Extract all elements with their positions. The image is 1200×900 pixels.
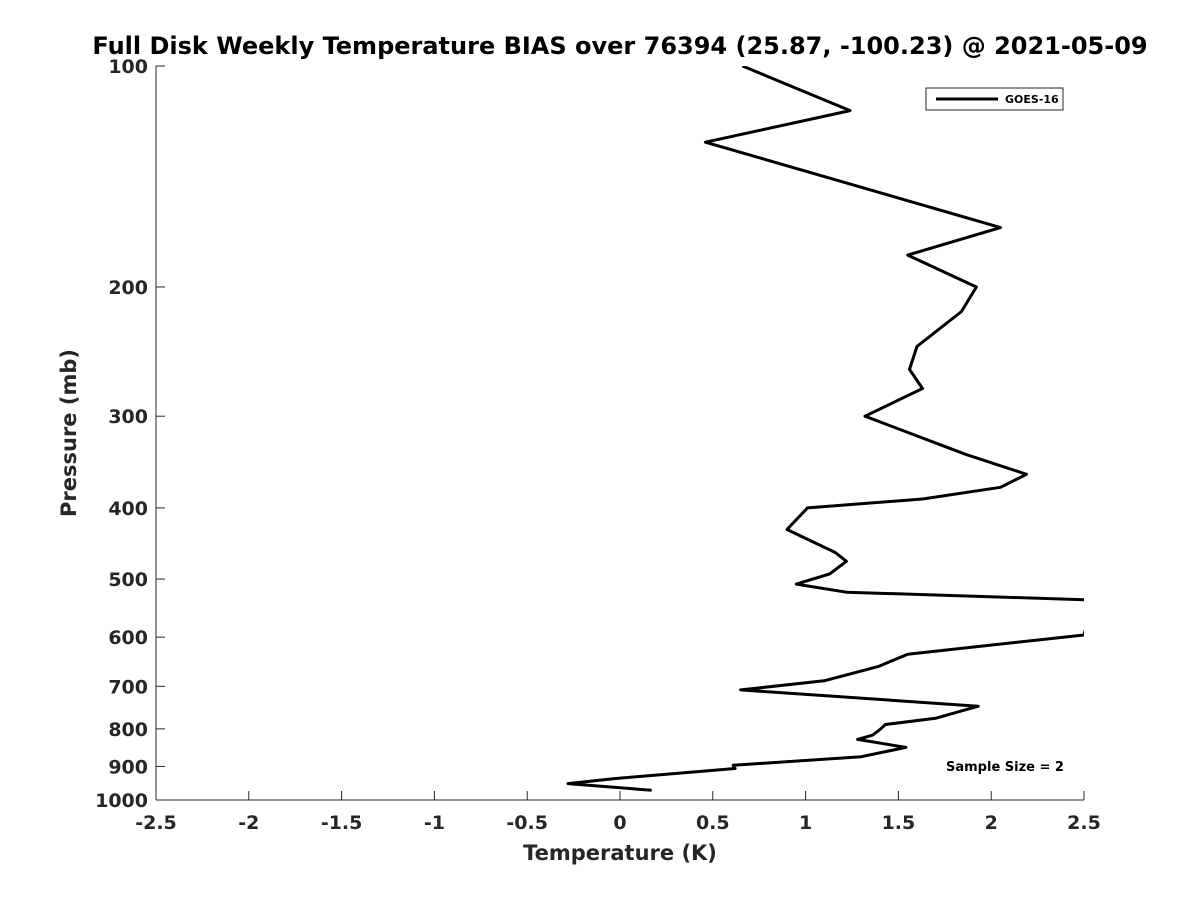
x-tick-label: -2 (238, 812, 259, 834)
y-tick-label: 700 (108, 676, 148, 698)
x-tick-label: 1.5 (882, 812, 916, 834)
x-tick-label: -1 (424, 812, 445, 834)
y-tick-label: 800 (108, 719, 148, 741)
legend: GOES-16 (925, 87, 1064, 111)
x-axis-label: Temperature (K) (523, 841, 717, 865)
y-tick-label: 200 (108, 277, 148, 299)
x-tick-label: 1 (799, 812, 812, 834)
x-tick-label: 2.5 (1067, 812, 1101, 834)
y-tick-label: 500 (108, 569, 148, 591)
x-tick-label: 2 (985, 812, 998, 834)
y-axis-ticks: 100 200 300 400 500 600 700 800 900 1000 (95, 56, 165, 812)
y-tick-label: 100 (108, 56, 148, 78)
x-tick-label: -2.5 (135, 812, 177, 834)
y-tick-label: 400 (108, 498, 148, 520)
series-line-goes-16 (566, 66, 1084, 792)
sample-size-annotation: Sample Size = 2 (946, 760, 1064, 775)
legend-label-goes-16: GOES-16 (1005, 93, 1059, 106)
y-tick-label: 300 (108, 406, 148, 428)
x-axis-ticks: -2.5 -2 -1.5 -1 -0.5 0 0.5 1 1.5 2 2.5 (135, 791, 1101, 834)
y-tick-label: 600 (108, 627, 148, 649)
x-tick-label: 0.5 (696, 812, 730, 834)
y-axis-label: Pressure (mb) (57, 349, 81, 517)
y-tick-label: 900 (108, 756, 148, 778)
x-tick-label: -1.5 (321, 812, 363, 834)
axes (155, 66, 1084, 801)
chart-title: Full Disk Weekly Temperature BIAS over 7… (92, 32, 1147, 60)
x-tick-label: 0 (613, 812, 626, 834)
x-tick-label: -0.5 (506, 812, 548, 834)
y-tick-label: 1000 (95, 790, 148, 812)
plot-area (566, 66, 1084, 792)
